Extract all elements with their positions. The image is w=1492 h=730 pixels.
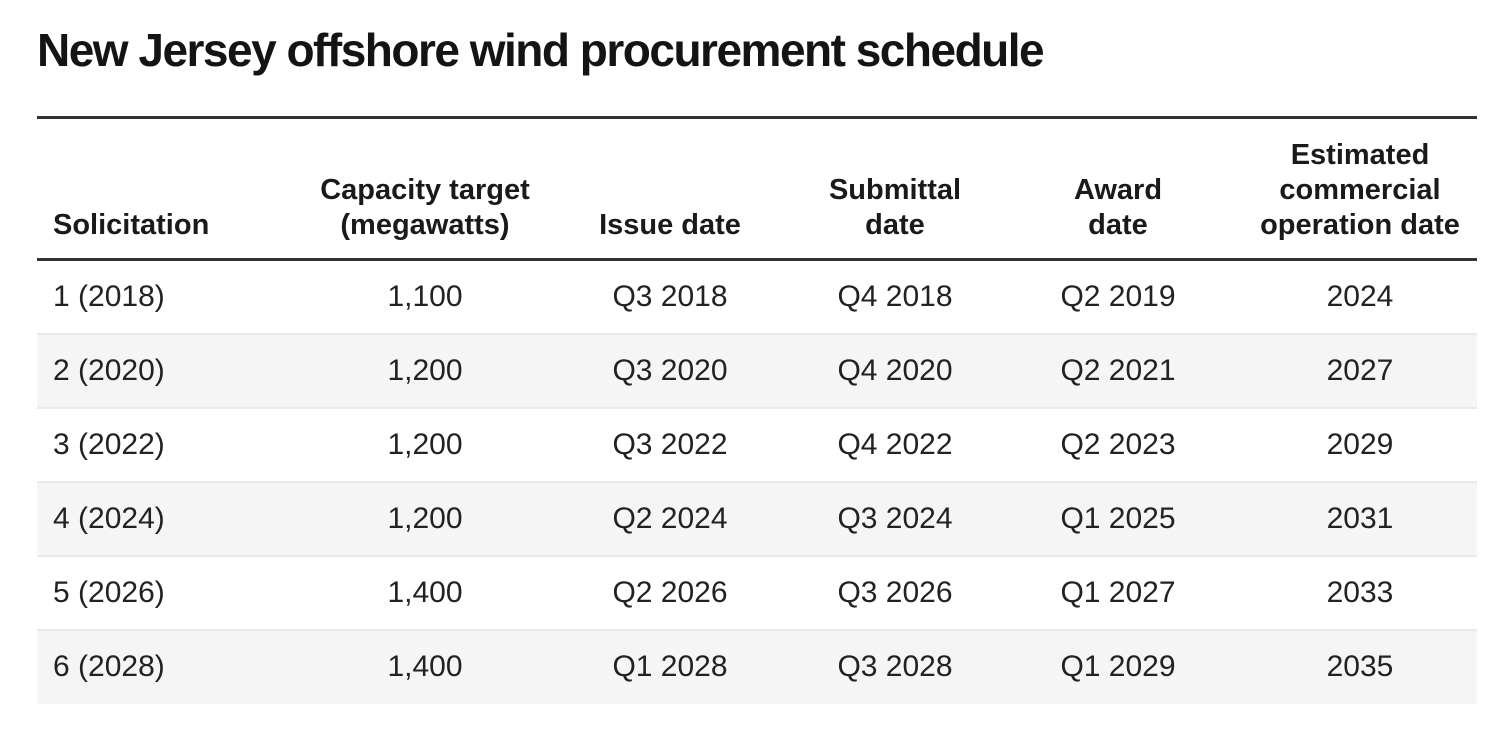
cell-submittal-date: Q3 2024 xyxy=(837,501,953,535)
column-header-award-date: Award date xyxy=(993,117,1243,261)
cell-estimated-cod: 2029 xyxy=(1326,427,1394,461)
column-header-capacity-target: Capacity target (megawatts) xyxy=(307,117,543,261)
cell-solicitation: 1 (2018) xyxy=(53,279,165,313)
table-row: 4 (2024) 1,200 Q2 2024 Q3 2024 Q1 2025 2… xyxy=(37,481,1477,556)
cell-issue-date: Q3 2022 xyxy=(612,427,728,461)
header-row: Solicitation Capacity target (megawatts)… xyxy=(37,117,1477,261)
cell-capacity-target: 1,100 xyxy=(387,279,463,313)
cell-issue-date: Q3 2020 xyxy=(612,353,728,387)
table-row: 2 (2020) 1,200 Q3 2020 Q4 2020 Q2 2021 2… xyxy=(37,333,1477,408)
cell-issue-date: Q1 2028 xyxy=(612,650,728,683)
cell-capacity-target: 1,200 xyxy=(387,501,463,535)
table-row: 1 (2018) 1,100 Q3 2018 Q4 2018 Q2 2019 2… xyxy=(37,260,1477,334)
cell-estimated-cod: 2035 xyxy=(1326,650,1394,683)
column-header-submittal-date: Submittal date xyxy=(797,117,993,261)
cell-solicitation: 4 (2024) xyxy=(53,501,165,535)
cell-issue-date: Q2 2024 xyxy=(612,501,728,535)
cell-submittal-date: Q4 2020 xyxy=(837,353,953,387)
cell-submittal-date: Q3 2028 xyxy=(837,650,953,683)
table-header: Solicitation Capacity target (megawatts)… xyxy=(37,117,1477,261)
page-title: New Jersey offshore wind procurement sch… xyxy=(37,24,1045,76)
cell-capacity-target: 1,400 xyxy=(387,650,463,683)
cell-award-date: Q2 2019 xyxy=(1060,279,1176,313)
table-body: 1 (2018) 1,100 Q3 2018 Q4 2018 Q2 2019 2… xyxy=(37,260,1477,704)
cell-estimated-cod: 2027 xyxy=(1326,353,1394,387)
cell-estimated-cod: 2031 xyxy=(1326,501,1394,535)
table-row: 5 (2026) 1,400 Q2 2026 Q3 2026 Q1 2027 2… xyxy=(37,555,1477,630)
column-header-solicitation: Solicitation xyxy=(37,117,307,261)
cell-award-date: Q2 2023 xyxy=(1060,427,1176,461)
cell-solicitation: 5 (2026) xyxy=(53,575,165,609)
cell-issue-date: Q3 2018 xyxy=(612,279,728,313)
page-root: New Jersey offshore wind procurement sch… xyxy=(37,20,1477,704)
procurement-table: Solicitation Capacity target (megawatts)… xyxy=(37,116,1477,704)
cell-estimated-cod: 2033 xyxy=(1326,575,1394,609)
cell-award-date: Q2 2021 xyxy=(1060,353,1176,387)
cell-solicitation: 3 (2022) xyxy=(53,427,165,461)
cell-capacity-target: 1,400 xyxy=(387,575,463,609)
column-header-issue-date: Issue date xyxy=(543,117,797,261)
cell-capacity-target: 1,200 xyxy=(387,353,463,387)
cell-submittal-date: Q4 2022 xyxy=(837,427,953,461)
cell-solicitation: 2 (2020) xyxy=(53,353,165,387)
cell-award-date: Q1 2025 xyxy=(1060,501,1176,535)
table-row: 6 (2028) 1,400 Q1 2028 Q3 2028 Q1 2029 2… xyxy=(37,629,1477,704)
cell-award-date: Q1 2027 xyxy=(1060,575,1176,609)
cell-issue-date: Q2 2026 xyxy=(612,575,728,609)
cell-submittal-date: Q3 2026 xyxy=(837,575,953,609)
cell-award-date: Q1 2029 xyxy=(1060,650,1176,683)
cell-capacity-target: 1,200 xyxy=(387,427,463,461)
cell-estimated-cod: 2024 xyxy=(1326,279,1394,313)
cell-solicitation: 6 (2028) xyxy=(53,650,165,683)
cell-submittal-date: Q4 2018 xyxy=(837,279,953,313)
table-row: 3 (2022) 1,200 Q3 2022 Q4 2022 Q2 2023 2… xyxy=(37,407,1477,482)
column-header-estimated-cod: Estimated commercial operation date xyxy=(1243,117,1477,261)
